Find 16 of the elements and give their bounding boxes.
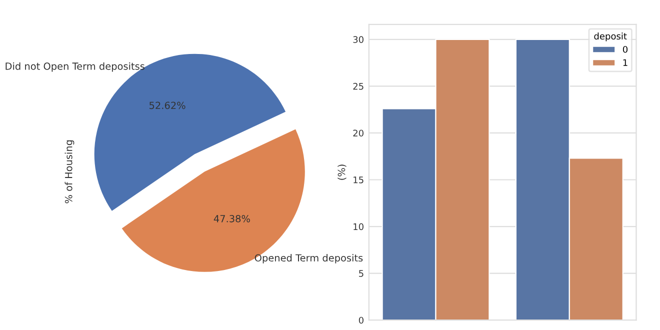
- y-axis-title: (%): [338, 164, 346, 180]
- y-tick-label: 15: [354, 176, 364, 184]
- data-label: 52.62%: [150, 102, 186, 110]
- y-tick-label: 0: [358, 316, 364, 324]
- slice-label: Did not Open Term depositss: [6, 62, 144, 72]
- legend-label: 0: [622, 46, 628, 53]
- y-tick-label: 5: [359, 270, 364, 277]
- y-tick-label: 20: [353, 130, 364, 137]
- data-label: 47.38%: [214, 214, 250, 222]
- y-tick-label: 30: [353, 36, 364, 43]
- text: % of Housing: [64, 140, 74, 204]
- y-tick-label: 10: [354, 223, 364, 230]
- legend-label: 1: [623, 59, 628, 66]
- legend-title: deposit: [594, 32, 627, 42]
- slice-label: Opened Term deposits: [254, 254, 363, 264]
- y-tick-label: 25: [353, 82, 364, 90]
